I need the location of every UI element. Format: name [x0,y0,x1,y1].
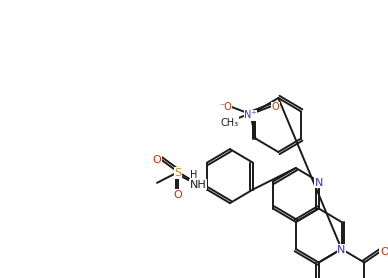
Text: O: O [174,190,182,200]
Text: NH: NH [189,180,206,190]
Text: CH₃: CH₃ [220,118,239,128]
Text: O: O [152,155,161,165]
Text: ⁻O: ⁻O [219,102,232,112]
Text: H
N: H N [190,170,197,192]
Text: N: N [337,245,346,255]
Text: S: S [175,168,182,178]
Text: O: O [381,247,388,257]
Text: N: N [315,177,323,187]
Text: O: O [272,102,279,112]
Text: N⁺: N⁺ [244,110,257,120]
